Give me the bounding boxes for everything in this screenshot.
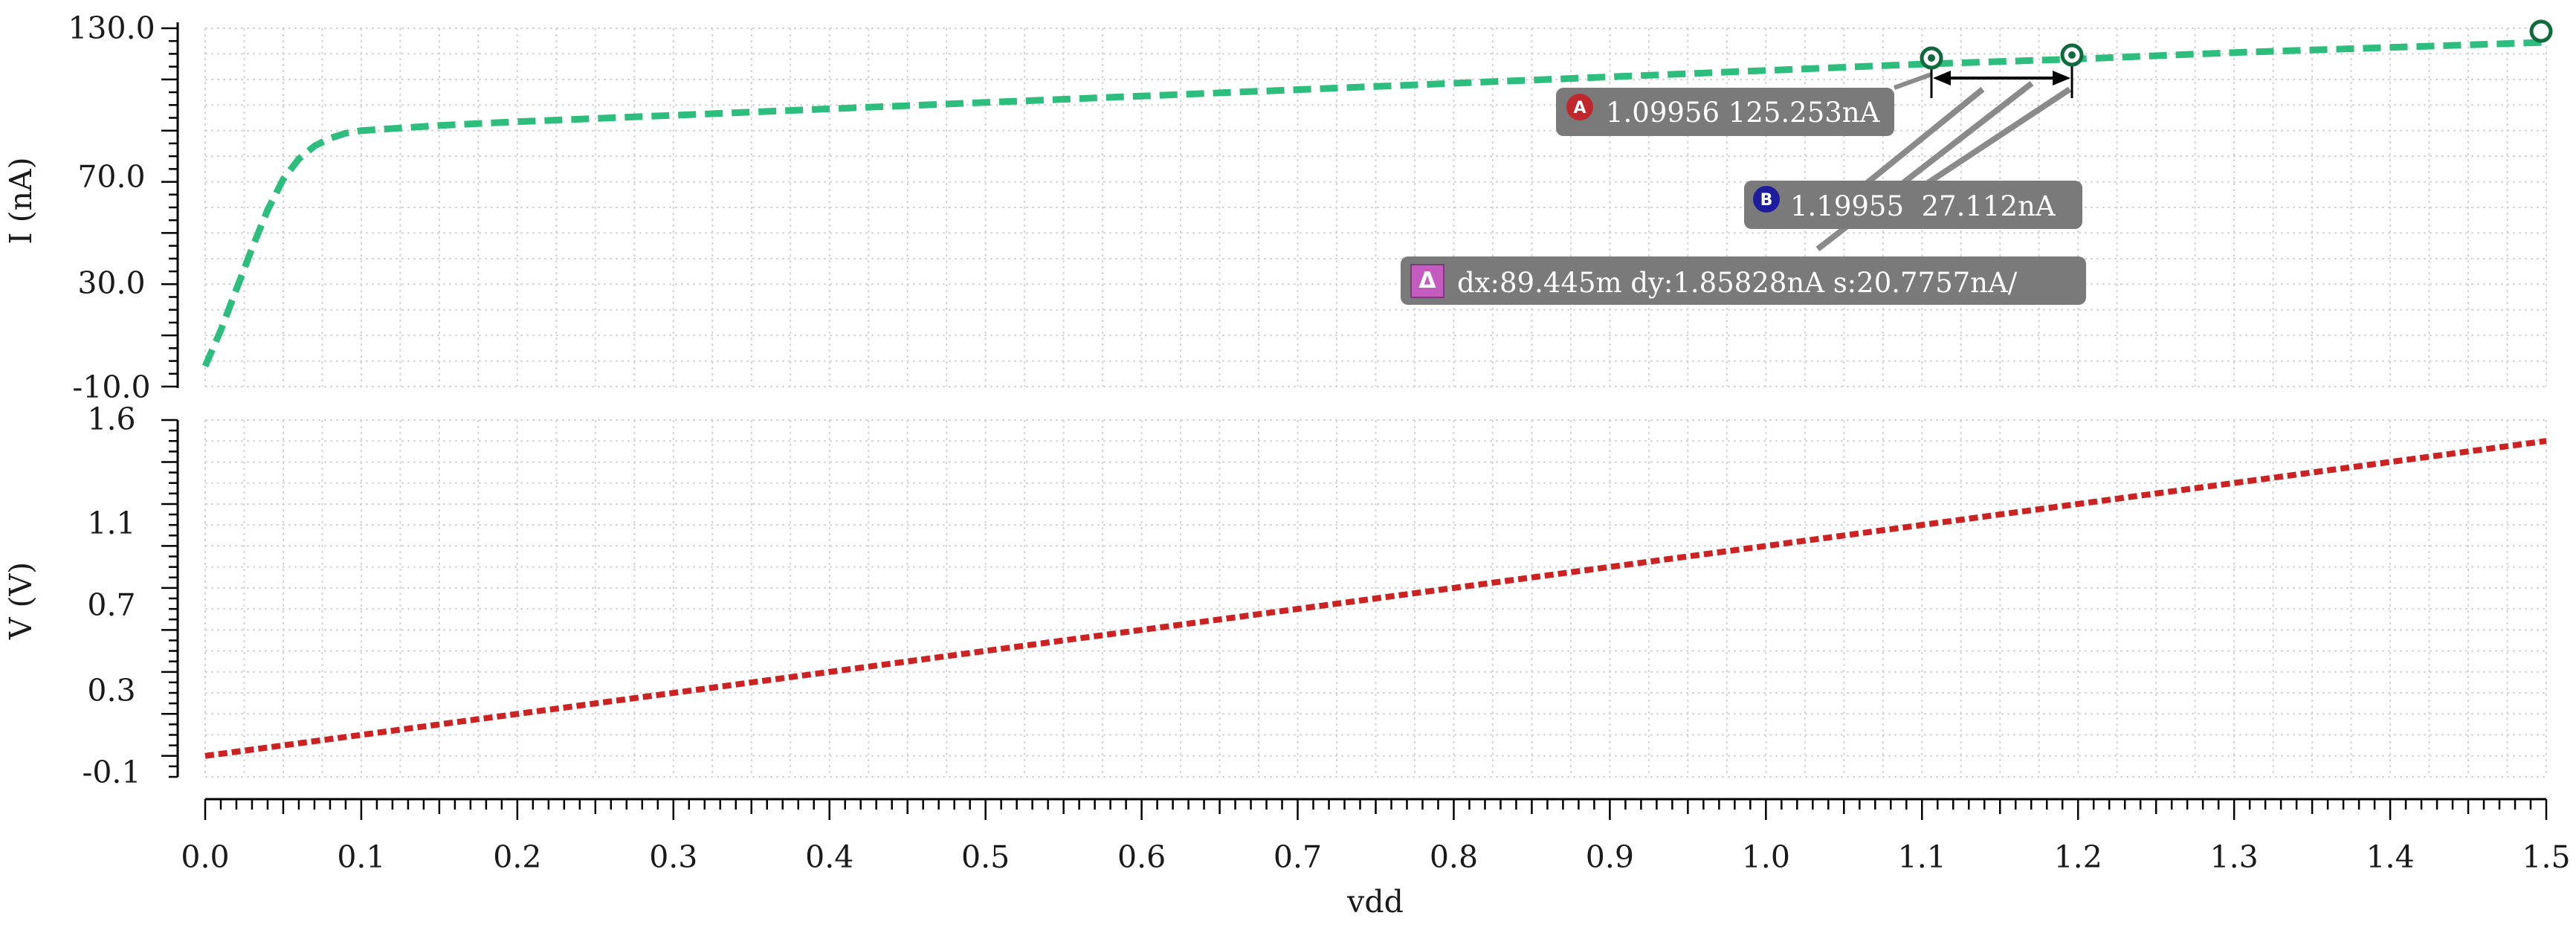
marker-b-label[interactable]: B 1.19955 27.112nA: [1744, 181, 2082, 229]
marker-a-leader: [1893, 72, 1933, 90]
x-tick-label: 0.1: [337, 839, 385, 875]
x-tick-label: 0.2: [493, 839, 541, 875]
marker-a-label[interactable]: A 1.09956 125.253nA: [1556, 88, 1894, 136]
voltage-ytick-label: 0.7: [87, 587, 135, 623]
x-tick-label: 1.2: [2054, 839, 2102, 875]
delta-label[interactable]: Δ dx:89.445m dy:1.85828nA s:20.7757nA/: [1401, 256, 2086, 305]
voltage-grid: [204, 419, 2547, 778]
voltage-ytick-label: 1.6: [87, 401, 135, 437]
voltage-series-line[interactable]: [204, 438, 2547, 759]
x-axis-tick-labels: 0.0 0.1 0.2 0.3 0.4 0.5 0.6 0.7 0.8 0.9 1.0 1.1 1.2 1…: [181, 839, 2570, 875]
current-y-ticks: [161, 27, 178, 388]
x-tick-label: 0.7: [1274, 839, 1322, 875]
voltage-y-axis-title: V (V): [3, 562, 39, 640]
voltage-ytick-label: -0.1: [82, 755, 141, 790]
current-ytick-label: 70.0: [77, 159, 145, 195]
x-tick-label: 0.4: [805, 839, 853, 875]
delta-badge-icon: [1410, 264, 1444, 298]
current-ytick-label: 130.0: [68, 10, 155, 46]
svg-text:B: B: [1760, 191, 1773, 210]
svg-text:Δ: Δ: [1418, 268, 1436, 294]
voltage-y-ticks: [161, 419, 178, 778]
x-tick-label: 0.9: [1586, 839, 1634, 875]
current-panel: 130.0 70.0 30.0 -10.0 I (nA): [3, 10, 2547, 405]
voltage-ytick-label: 1.1: [87, 506, 135, 541]
marker-b-point[interactable]: [2060, 43, 2084, 67]
current-y-axis-title: I (nA): [3, 157, 39, 244]
svg-text:1.09956 125.253nA: 1.09956 125.253nA: [1606, 97, 1881, 129]
x-tick-label: 1.5: [2522, 839, 2570, 875]
marker-a-point[interactable]: [1920, 46, 1943, 70]
svg-text:dx:89.445m dy:1.85828nA s:20.7: dx:89.445m dy:1.85828nA s:20.7757nA/: [1457, 267, 2018, 299]
svg-text:1.19955 27.112nA: 1.19955 27.112nA: [1790, 190, 2056, 222]
x-tick-label: 1.1: [1898, 839, 1946, 875]
x-tick-label: 0.5: [961, 839, 1010, 875]
current-series-line[interactable]: [201, 39, 2547, 368]
x-axis-title: vdd: [1346, 884, 1404, 920]
current-grid: [204, 28, 2547, 387]
x-axis-ticks: [204, 799, 2548, 820]
voltage-panel: 1.6 1.1 0.7 0.3 -0.1 V (V): [3, 401, 2547, 790]
x-tick-label: 0.6: [1117, 839, 1166, 875]
series-end-marker: [2529, 19, 2553, 43]
x-axis: 0.0 0.1 0.2 0.3 0.4 0.5 0.6 0.7 0.8 0.9 1.0 1.1 1.2 1…: [181, 798, 2571, 920]
marker-overlay: A 1.09956 125.253nA B 1.19955 27.112nA Δ…: [1401, 19, 2553, 305]
x-tick-label: 1.4: [2366, 839, 2414, 875]
marker-b-badge-icon: [1753, 186, 1780, 213]
x-tick-label: 0.3: [649, 839, 697, 875]
x-tick-label: 1.3: [2210, 839, 2259, 875]
marker-b-leader: [1847, 86, 1985, 200]
current-ytick-label: -10.0: [72, 369, 150, 405]
current-ytick-label: 30.0: [77, 265, 145, 301]
voltage-ytick-label: 0.3: [87, 673, 135, 708]
svg-text:A: A: [1573, 99, 1586, 117]
x-tick-label: 0.0: [181, 839, 229, 875]
x-tick-label: 1.0: [1742, 839, 1790, 875]
marker-a-badge-icon: [1566, 94, 1593, 120]
x-tick-label: 0.8: [1430, 839, 1478, 875]
